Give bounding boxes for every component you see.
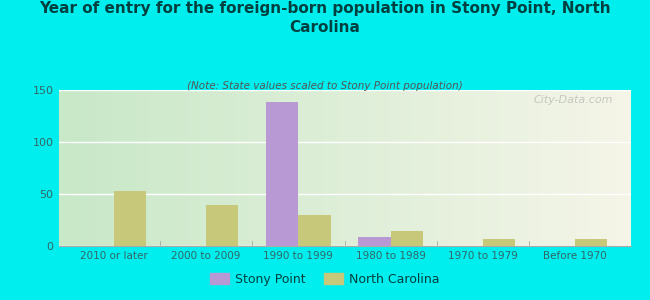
Text: (Note: State values scaled to Stony Point population): (Note: State values scaled to Stony Poin… xyxy=(187,81,463,91)
Bar xyxy=(575,239,608,246)
Bar xyxy=(266,103,298,246)
Text: City-Data.com: City-Data.com xyxy=(534,95,614,105)
Bar xyxy=(391,231,423,246)
Bar xyxy=(206,206,239,246)
Bar xyxy=(114,191,146,246)
Legend: Stony Point, North Carolina: Stony Point, North Carolina xyxy=(205,268,445,291)
Bar xyxy=(358,237,391,246)
Text: Year of entry for the foreign-born population in Stony Point, North
Carolina: Year of entry for the foreign-born popul… xyxy=(39,2,611,35)
Bar xyxy=(483,239,515,246)
Bar xyxy=(298,215,331,246)
